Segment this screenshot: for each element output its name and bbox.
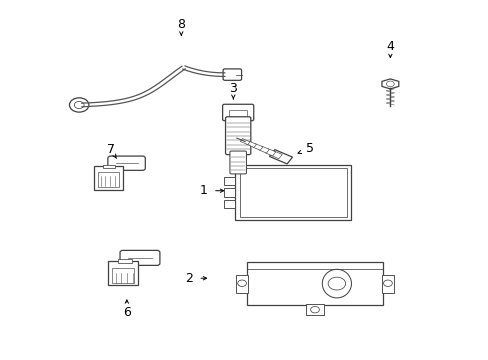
Polygon shape (269, 150, 292, 164)
FancyBboxPatch shape (118, 259, 131, 263)
FancyBboxPatch shape (222, 104, 253, 121)
FancyBboxPatch shape (102, 165, 115, 168)
Bar (112, 267, 133, 283)
FancyBboxPatch shape (229, 151, 246, 174)
FancyBboxPatch shape (94, 166, 122, 190)
Text: 4: 4 (386, 40, 393, 53)
Ellipse shape (322, 269, 351, 298)
Text: 8: 8 (177, 18, 185, 31)
Text: 3: 3 (229, 82, 237, 95)
Circle shape (74, 102, 84, 109)
Bar (98, 172, 119, 187)
Polygon shape (271, 151, 282, 159)
Polygon shape (252, 144, 263, 150)
FancyBboxPatch shape (223, 69, 241, 80)
Polygon shape (258, 146, 269, 153)
Text: 1: 1 (199, 184, 207, 197)
Circle shape (310, 306, 319, 313)
Bar (224, 200, 234, 208)
Polygon shape (246, 141, 256, 148)
Bar (381, 275, 393, 293)
Bar (246, 262, 382, 305)
Text: 6: 6 (122, 306, 130, 319)
Circle shape (69, 98, 89, 112)
Bar (236, 275, 248, 293)
Bar (229, 110, 246, 117)
Bar (224, 188, 234, 197)
Bar (224, 177, 234, 185)
Circle shape (237, 280, 246, 287)
Polygon shape (381, 79, 398, 89)
Circle shape (327, 277, 345, 290)
Bar (305, 304, 323, 315)
Polygon shape (240, 139, 249, 145)
FancyBboxPatch shape (108, 156, 145, 170)
Bar (234, 165, 351, 220)
Polygon shape (264, 149, 275, 156)
FancyBboxPatch shape (108, 261, 137, 285)
Circle shape (383, 280, 391, 287)
Circle shape (386, 81, 393, 87)
Text: 2: 2 (184, 272, 192, 285)
FancyBboxPatch shape (225, 117, 250, 155)
Text: 7: 7 (106, 143, 115, 156)
FancyBboxPatch shape (120, 250, 160, 265)
Bar (239, 168, 346, 217)
Text: 5: 5 (305, 142, 313, 155)
